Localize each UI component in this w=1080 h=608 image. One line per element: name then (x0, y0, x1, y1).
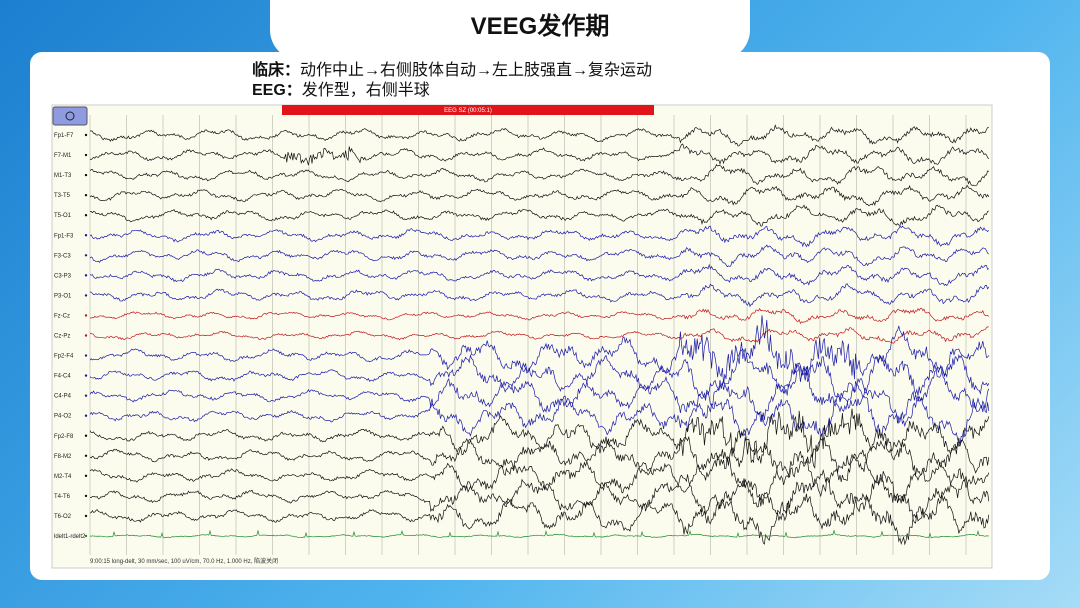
eeg-trace (89, 468, 990, 524)
eeg-trace (89, 307, 990, 325)
eeg-trace (89, 244, 989, 268)
eeg-area (51, 104, 993, 569)
channel-dot (84, 374, 88, 377)
channel-label: T4-T6 (54, 494, 71, 500)
eeg-trace (89, 326, 989, 344)
channel-dot (84, 334, 88, 337)
channel-dot (84, 214, 88, 217)
channel-label: T5-O1 (54, 213, 72, 219)
eeg-trace (89, 163, 989, 187)
eeg-trace (89, 143, 990, 166)
channel-dot (84, 153, 88, 157)
channel-dot (84, 274, 88, 277)
status: 9:00:15 long-delt, 30 mm/sec, 100 uV/cm,… (90, 557, 278, 565)
channel-label: F4-C4 (54, 374, 71, 380)
note: 临床：动作中止→右侧肢体自动→左上肢强直→复杂运动 (252, 61, 652, 81)
eeg-trace (89, 263, 989, 287)
channel-label: F3-C3 (54, 253, 71, 259)
channel-label: ldelt1-rdelt2 (54, 534, 86, 540)
eeg-trace (89, 124, 989, 147)
eeg-trace (89, 315, 990, 384)
channel-dot (84, 474, 88, 478)
title-tab (270, 0, 750, 60)
channel-dot (84, 354, 88, 357)
note: EEG：发作型，右侧半球 (252, 81, 652, 101)
channel-dot (84, 434, 88, 437)
channel-dot (84, 193, 88, 197)
channel-dot (84, 534, 88, 538)
note-label: EEG： (252, 82, 302, 99)
channel-label: Fz-Cz (54, 313, 70, 319)
channel-dot (84, 394, 88, 397)
note-text: 动作中止→右侧肢体自动→左上肢强直→复杂运动 (300, 62, 653, 79)
eeg-trace (89, 408, 990, 470)
eeg-trace (89, 529, 989, 539)
channel-dot (84, 514, 88, 518)
channel-label: Fp1-F3 (54, 233, 74, 239)
title: VEEG发作期 (470, 13, 610, 40)
channel-dot (84, 294, 88, 297)
eeg-trace (89, 364, 990, 424)
eeg-trace (90, 204, 989, 227)
channel-label: F8-M2 (54, 454, 72, 460)
channel-label: C4-P4 (54, 394, 72, 400)
note-label: 临床： (252, 62, 301, 79)
channel-dot (84, 234, 88, 237)
eeg-trace (89, 225, 990, 248)
channel-label: F7-M1 (54, 153, 72, 159)
channel-label: Cz-Pz (54, 334, 70, 340)
channel-label: Fp1-F7 (54, 133, 74, 139)
channel-label: Fp2-F8 (54, 434, 74, 440)
eeg-button[interactable] (52, 106, 88, 126)
eeg-trace (89, 389, 990, 444)
channel-label: C3-P3 (54, 273, 72, 279)
channel-dot (84, 254, 88, 257)
event-label: EEG SZ (00:05:1) (444, 108, 492, 114)
channel-label: M2-T4 (54, 474, 72, 480)
channel-label: P4-O2 (54, 414, 72, 420)
eeg-button-icon (65, 111, 75, 121)
channel-label: Fp2-F4 (54, 354, 74, 360)
channel-label: T3-T5 (54, 193, 71, 199)
channel-dot (84, 414, 88, 417)
channel-label: M1-T3 (54, 173, 72, 179)
eeg-trace (89, 449, 990, 504)
notes: 临床：动作中止→右侧肢体自动→左上肢强直→复杂运动 EEG：发作型，右侧半球 (252, 61, 652, 101)
channel-dot (84, 494, 88, 498)
channel-dot (84, 314, 88, 317)
note-text: 发作型，右侧半球 (301, 82, 430, 99)
channel-dot (84, 173, 88, 177)
channel-dot (84, 454, 88, 457)
channel-dot (84, 133, 88, 137)
eeg-trace (89, 428, 990, 485)
channel-label: T6-O2 (54, 514, 72, 520)
eeg-trace (89, 283, 990, 308)
event-bar (282, 105, 654, 115)
eeg-trace (89, 184, 990, 207)
channel-label: P3-O1 (54, 293, 72, 299)
eeg-trace (89, 490, 990, 546)
